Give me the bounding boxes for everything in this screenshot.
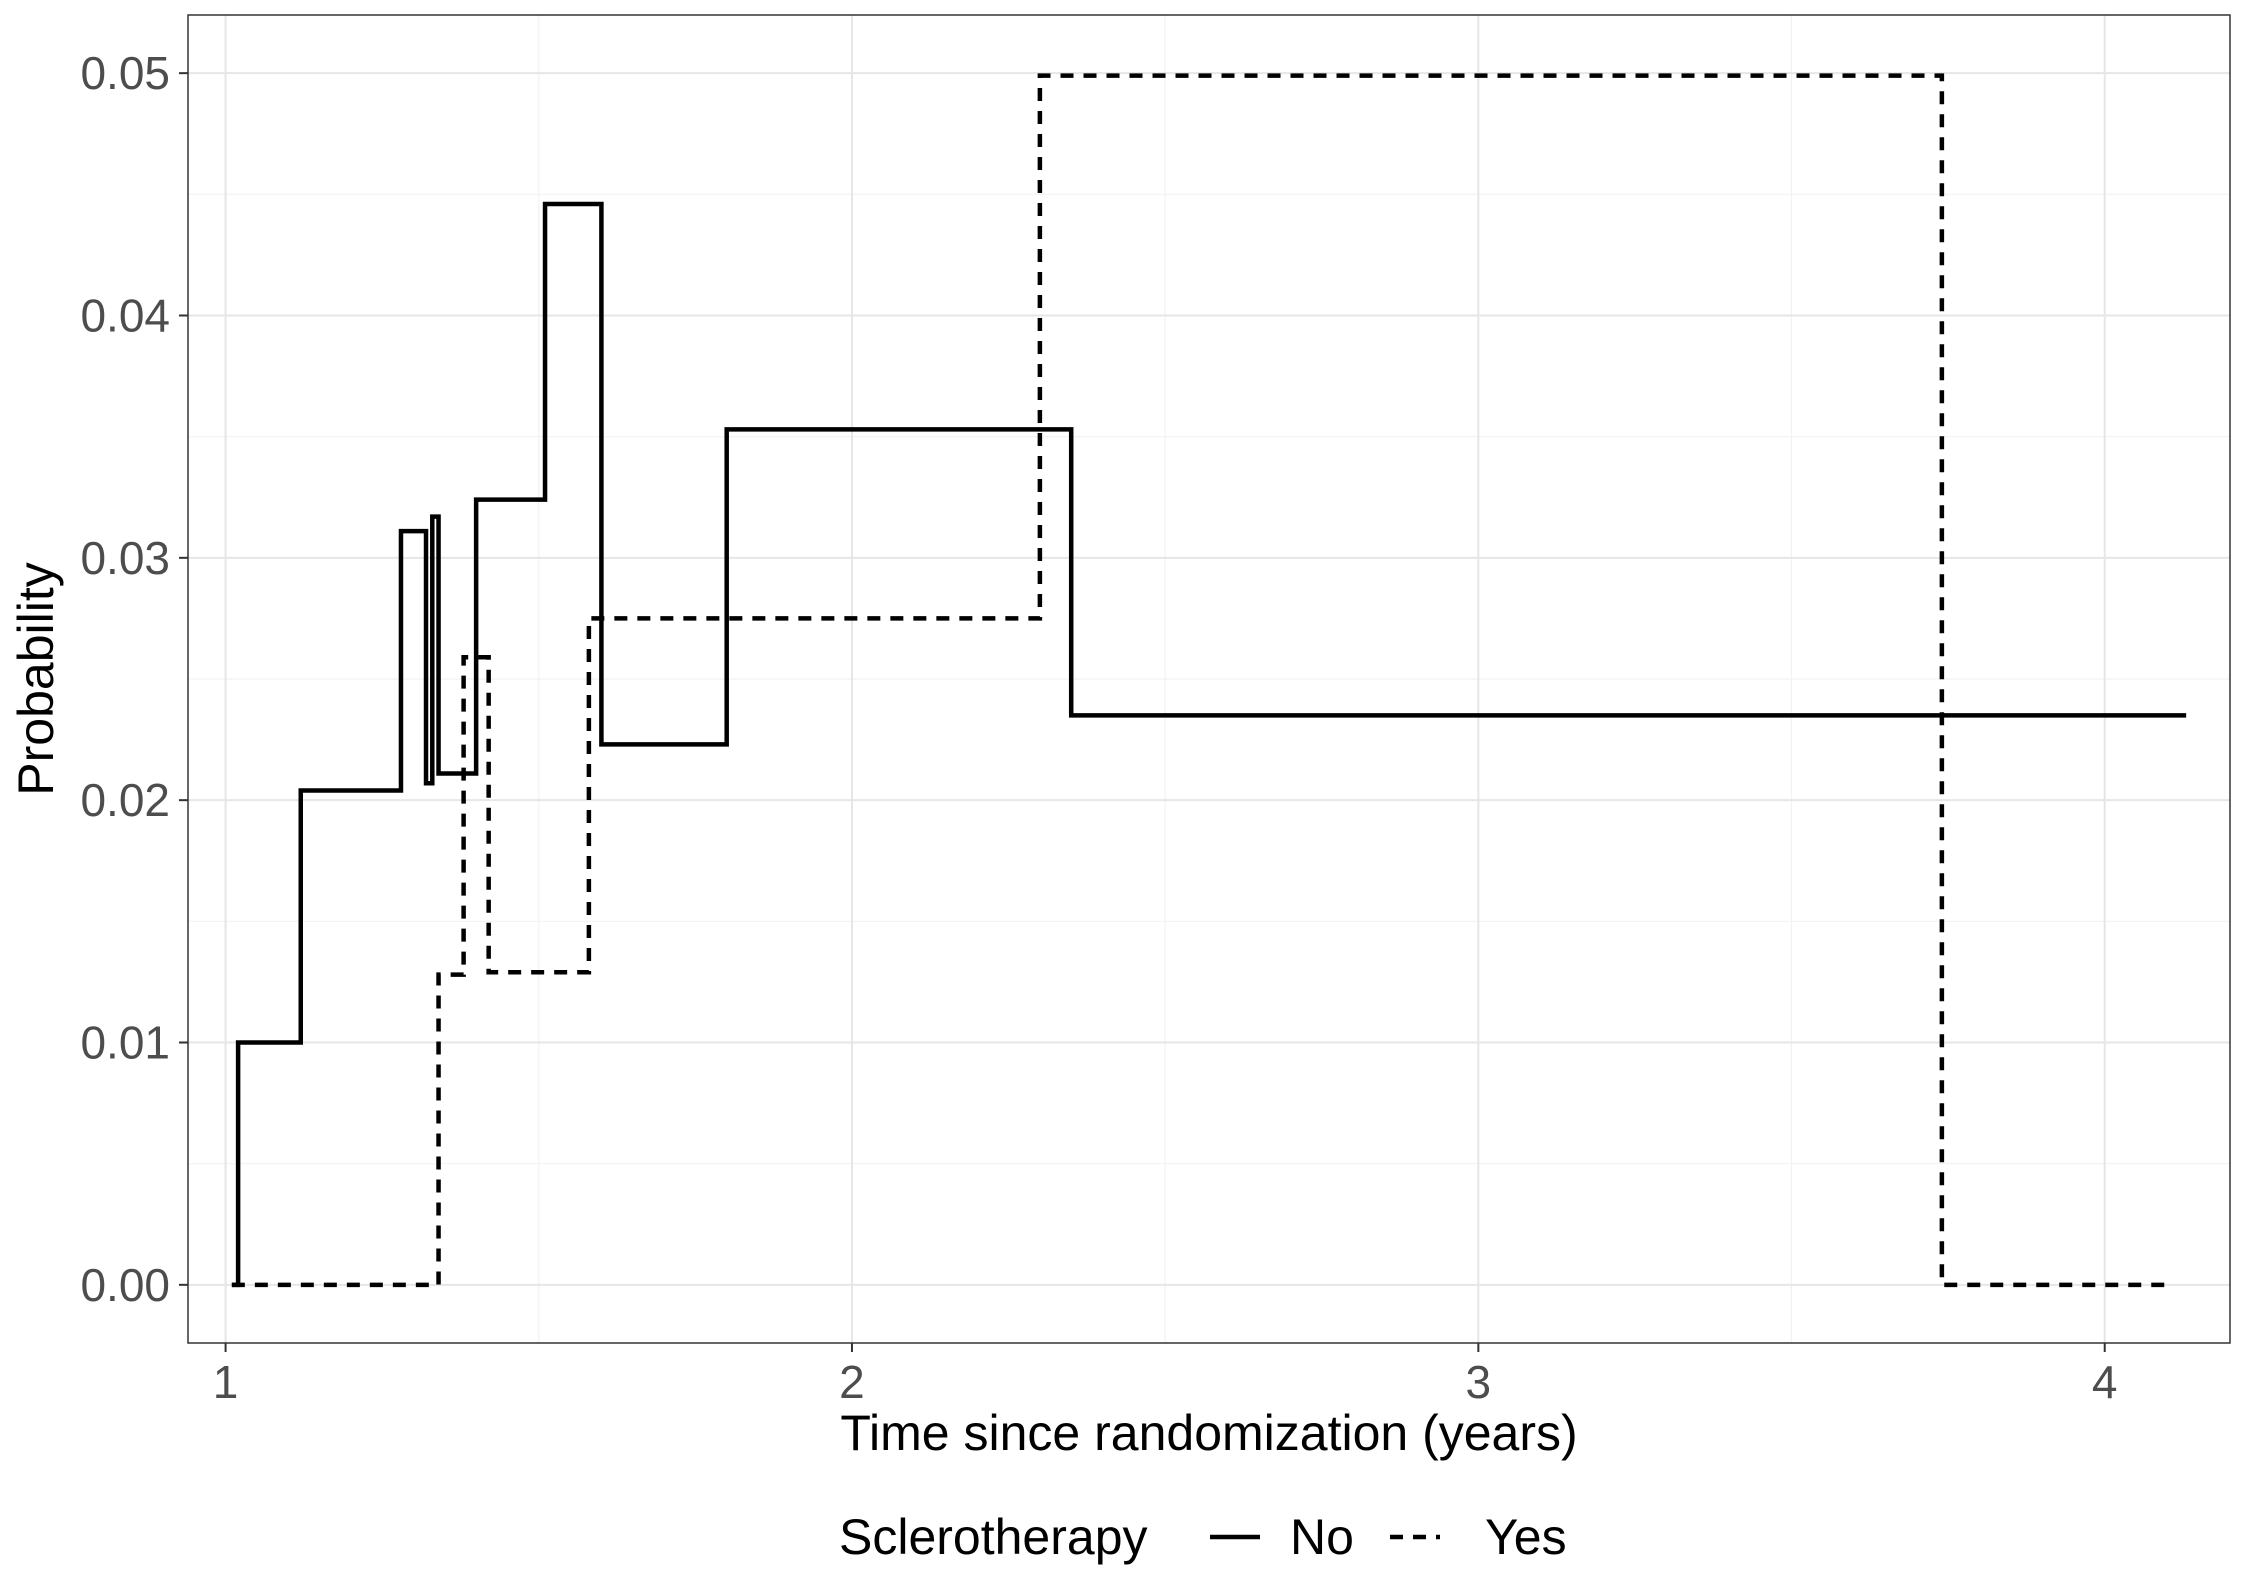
y-tick-label: 0.04 xyxy=(80,289,170,341)
y-tick-label: 0.00 xyxy=(80,1259,170,1311)
x-tick-label: 4 xyxy=(2092,1356,2118,1408)
y-tick-label: 0.03 xyxy=(80,532,170,584)
series-layer xyxy=(231,73,2187,1288)
legend: Sclerotherapy No Yes xyxy=(839,1509,1567,1565)
legend-label-yes: Yes xyxy=(1485,1509,1567,1565)
y-tick-label: 0.02 xyxy=(80,774,170,826)
x-axis: 1 2 3 4 xyxy=(213,1343,2118,1408)
legend-label-no: No xyxy=(1290,1509,1354,1565)
major-gridlines xyxy=(188,15,2230,1343)
x-tick-label: 1 xyxy=(213,1356,239,1408)
legend-title: Sclerotherapy xyxy=(839,1509,1148,1565)
x-axis-title: Time since randomization (years) xyxy=(840,1405,1577,1461)
y-axis-title: Probability xyxy=(8,562,64,795)
minor-gridlines xyxy=(188,15,2230,1343)
series-line-no xyxy=(231,201,2187,1288)
x-tick-label: 2 xyxy=(839,1356,865,1408)
y-axis: 0.00 0.01 0.02 0.03 0.04 0.05 xyxy=(80,47,188,1311)
x-tick-label: 3 xyxy=(1466,1356,1492,1408)
y-tick-label: 0.01 xyxy=(80,1017,170,1069)
plot-panel-border xyxy=(187,14,2231,1344)
series-line-yes xyxy=(231,73,2168,1288)
y-tick-label: 0.05 xyxy=(80,47,170,99)
